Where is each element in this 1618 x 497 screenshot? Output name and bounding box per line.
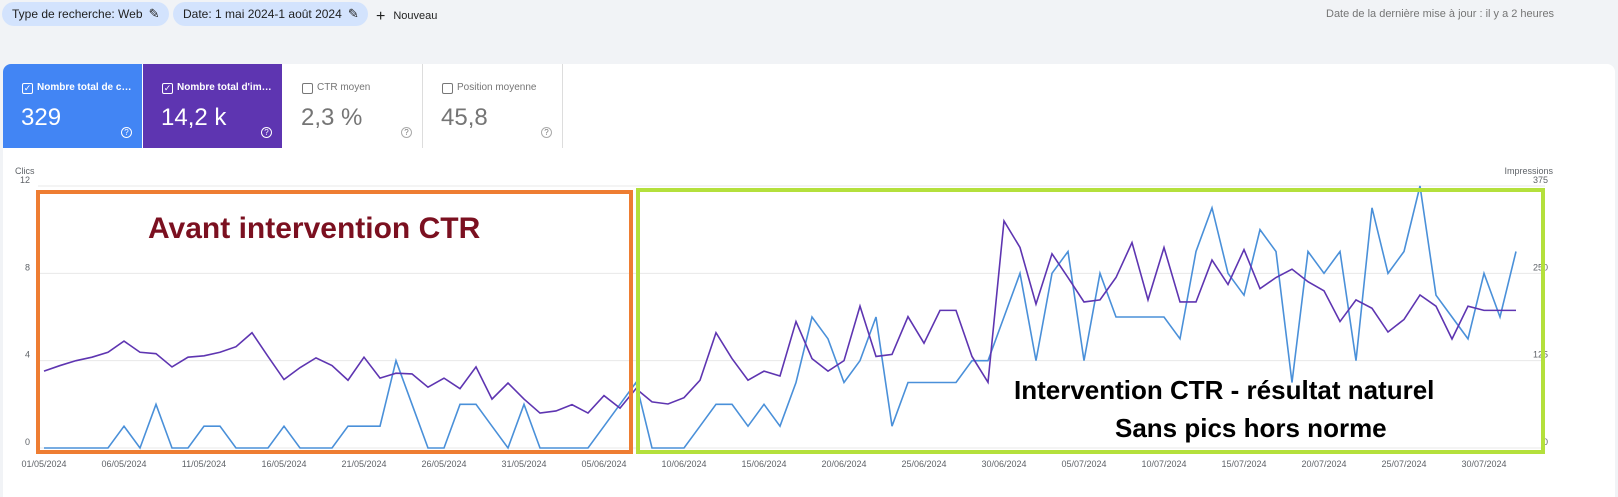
annotation-box	[36, 190, 633, 454]
x-tick-label: 11/05/2024	[182, 459, 226, 469]
y-tick-label: 8	[25, 262, 30, 272]
y2-tick-label: 125	[1533, 350, 1548, 360]
x-tick-label: 16/05/2024	[261, 459, 306, 469]
last-update: Date de la dernière mise à jour : il y a…	[1326, 8, 1555, 20]
card-value: 14,2 k	[161, 104, 227, 131]
metric-card[interactable]: CTR moyen 2,3 %?	[283, 64, 423, 148]
series-line	[44, 185, 1517, 450]
x-tick-label: 21/05/2024	[341, 459, 386, 469]
card-value: 329	[21, 104, 62, 131]
card-label: CTR moyen	[317, 82, 371, 93]
y2-tick-label: 250	[1533, 262, 1548, 272]
x-tick-label: 20/06/2024	[821, 459, 866, 469]
x-tick-label: 30/07/2024	[1461, 459, 1506, 469]
x-tick-label: 30/06/2024	[981, 459, 1026, 469]
y2-tick-label: 375	[1533, 175, 1548, 185]
card-value: 45,8	[441, 104, 488, 131]
y-tick-label: 0	[25, 437, 30, 447]
card-label: Nombre total de c…	[37, 82, 132, 93]
x-tick-label: 15/06/2024	[741, 459, 786, 469]
metric-card[interactable]: Position moyenne 45,8?	[423, 64, 563, 148]
x-tick-label: 25/07/2024	[1381, 459, 1426, 469]
checkbox	[302, 83, 313, 94]
x-tick-label: 31/05/2024	[501, 459, 546, 469]
y2-axis-title: Impressions	[1504, 166, 1553, 176]
new-label: Nouveau	[393, 10, 438, 22]
y-axis-title: Clics	[15, 166, 35, 176]
y-tick-label: 4	[25, 350, 30, 360]
card-label: Nombre total d'im…	[177, 82, 272, 93]
x-tick-label: 10/07/2024	[1141, 459, 1186, 469]
card-label: Position moyenne	[457, 82, 537, 93]
y2-tick-label: 0	[1543, 437, 1548, 447]
help-icon: ?	[541, 127, 552, 138]
metric-card[interactable]: ✓ Nombre total d'im… 14,2 k?	[143, 64, 282, 148]
new-button[interactable]: + Nouveau	[376, 8, 438, 25]
annotation: Avant intervention CTR	[148, 212, 481, 245]
x-tick-label: 10/06/2024	[661, 459, 706, 469]
checkbox: ✓	[22, 83, 33, 94]
card-value: 2,3 %	[301, 104, 363, 131]
annotation: Sans pics hors norme	[1115, 413, 1387, 443]
filter-chip[interactable]: Type de recherche: Web	[2, 2, 169, 26]
help-icon: ?	[261, 127, 272, 138]
annotation-box	[636, 188, 1545, 454]
help-icon: ?	[401, 127, 412, 138]
x-tick-label: 26/05/2024	[421, 459, 466, 469]
x-tick-label: 25/06/2024	[901, 459, 946, 469]
x-tick-label: 20/07/2024	[1301, 459, 1346, 469]
checkbox	[442, 83, 453, 94]
series-line	[43, 218, 1516, 415]
help-icon: ?	[121, 127, 132, 138]
checkbox: ✓	[162, 83, 173, 94]
x-tick-label: 05/07/2024	[1061, 459, 1106, 469]
x-tick-label: 01/05/2024	[21, 459, 66, 469]
filter-chip[interactable]: Date: 1 mai 2024-1 août 2024	[173, 2, 368, 26]
y-tick-label: 12	[20, 175, 30, 185]
x-tick-label: 06/05/2024	[101, 459, 146, 469]
annotation: Intervention CTR - résultat naturel	[1014, 375, 1434, 405]
metric-card[interactable]: ✓ Nombre total de c… 329?	[3, 64, 142, 148]
x-tick-label: 05/06/2024	[581, 459, 626, 469]
x-tick-label: 15/07/2024	[1221, 459, 1266, 469]
